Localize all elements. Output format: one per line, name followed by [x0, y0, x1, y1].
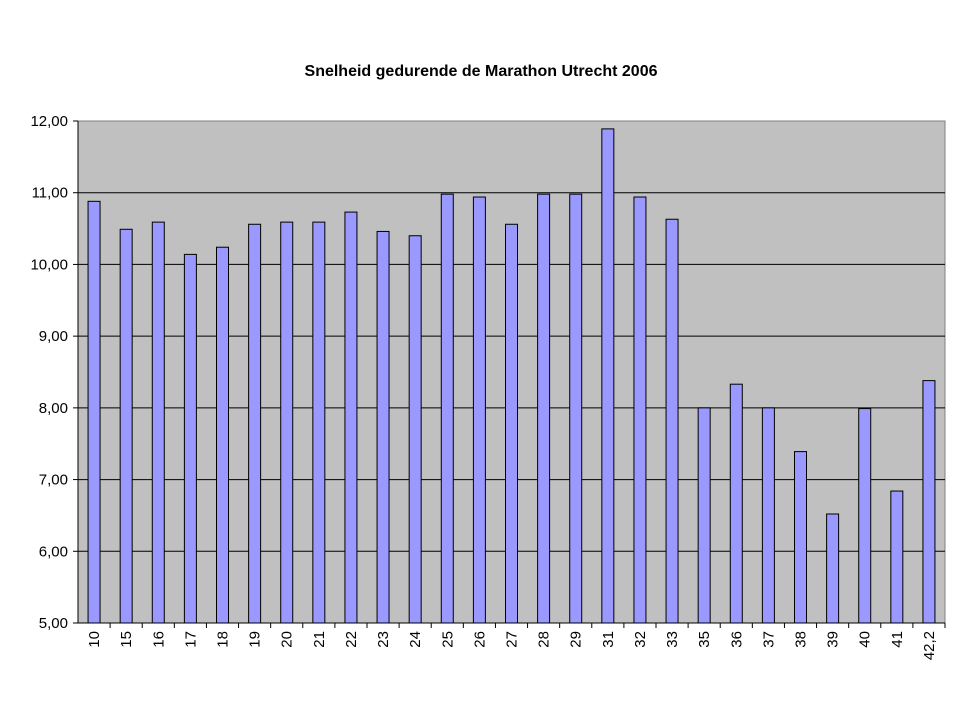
bar	[537, 193, 551, 624]
x-tick-label: 31	[600, 631, 617, 648]
y-tick-label: 6,00	[39, 543, 68, 560]
bar	[440, 193, 454, 624]
x-tick-label: 15	[118, 631, 135, 648]
x-tick-label: 27	[504, 631, 521, 648]
bar	[472, 196, 486, 624]
bar	[729, 383, 743, 624]
x-tick-label: 21	[311, 631, 328, 648]
bar	[633, 196, 647, 624]
x-tick-label: 18	[215, 631, 232, 648]
x-tick-label: 40	[857, 631, 874, 648]
x-tick-label: 20	[279, 631, 296, 648]
x-tick-label: 26	[471, 631, 488, 648]
x-tick-label: 22	[343, 631, 360, 648]
x-tick-label: 29	[568, 631, 585, 648]
bar	[794, 451, 807, 624]
x-tick-label: 35	[696, 631, 713, 648]
bar	[922, 380, 936, 624]
x-tick-label: 19	[247, 631, 264, 648]
bar	[183, 253, 197, 624]
bar	[826, 513, 840, 624]
bar	[890, 490, 904, 624]
bars	[87, 128, 936, 624]
x-axis-ticks: 10 15 16 17 18 19 20 21 22 23 24 25 26 27 28 29 31 32 33 35…	[86, 623, 946, 660]
y-axis-ticks: 5,00 6,00 7,00 8,00 9,00 10,00 11,00 12,00	[30, 113, 78, 632]
x-tick-label: 10	[86, 631, 103, 648]
x-tick-label: 38	[793, 631, 810, 648]
x-tick-label: 24	[407, 631, 424, 648]
bar	[119, 228, 133, 624]
y-tick-label: 9,00	[39, 328, 68, 345]
x-tick-label: 28	[536, 631, 553, 648]
bar	[87, 200, 101, 624]
y-tick-label: 12,00	[30, 113, 68, 130]
bar	[408, 235, 422, 624]
x-tick-label: 23	[375, 631, 392, 648]
y-tick-label: 8,00	[39, 400, 68, 417]
bar	[312, 221, 326, 624]
x-tick-label: 42,2	[921, 631, 938, 660]
bar	[248, 223, 262, 624]
chart-title: Snelheid gedurende de Marathon Utrecht 2…	[305, 63, 658, 80]
bar	[344, 211, 358, 624]
x-tick-label: 17	[182, 631, 199, 648]
bar	[216, 246, 229, 624]
x-tick-label: 36	[728, 631, 745, 648]
y-tick-label: 7,00	[39, 472, 68, 489]
x-tick-label: 39	[825, 631, 842, 648]
bar	[665, 218, 679, 624]
x-tick-label: 16	[150, 631, 167, 648]
bar	[858, 408, 872, 624]
y-tick-label: 11,00	[32, 185, 68, 202]
x-tick-label: 32	[632, 631, 649, 648]
bar	[761, 407, 775, 624]
x-tick-label: 41	[889, 631, 906, 648]
bar	[697, 407, 711, 624]
y-tick-label: 5,00	[39, 615, 68, 632]
bar	[280, 221, 294, 624]
bar	[505, 223, 518, 624]
bar	[376, 230, 390, 624]
bar	[601, 128, 615, 624]
bar	[569, 193, 583, 624]
y-tick-label: 10,00	[30, 256, 68, 273]
x-tick-label: 25	[439, 631, 456, 648]
bar	[151, 221, 165, 624]
x-tick-label: 33	[664, 631, 681, 648]
x-tick-label: 37	[760, 631, 777, 648]
